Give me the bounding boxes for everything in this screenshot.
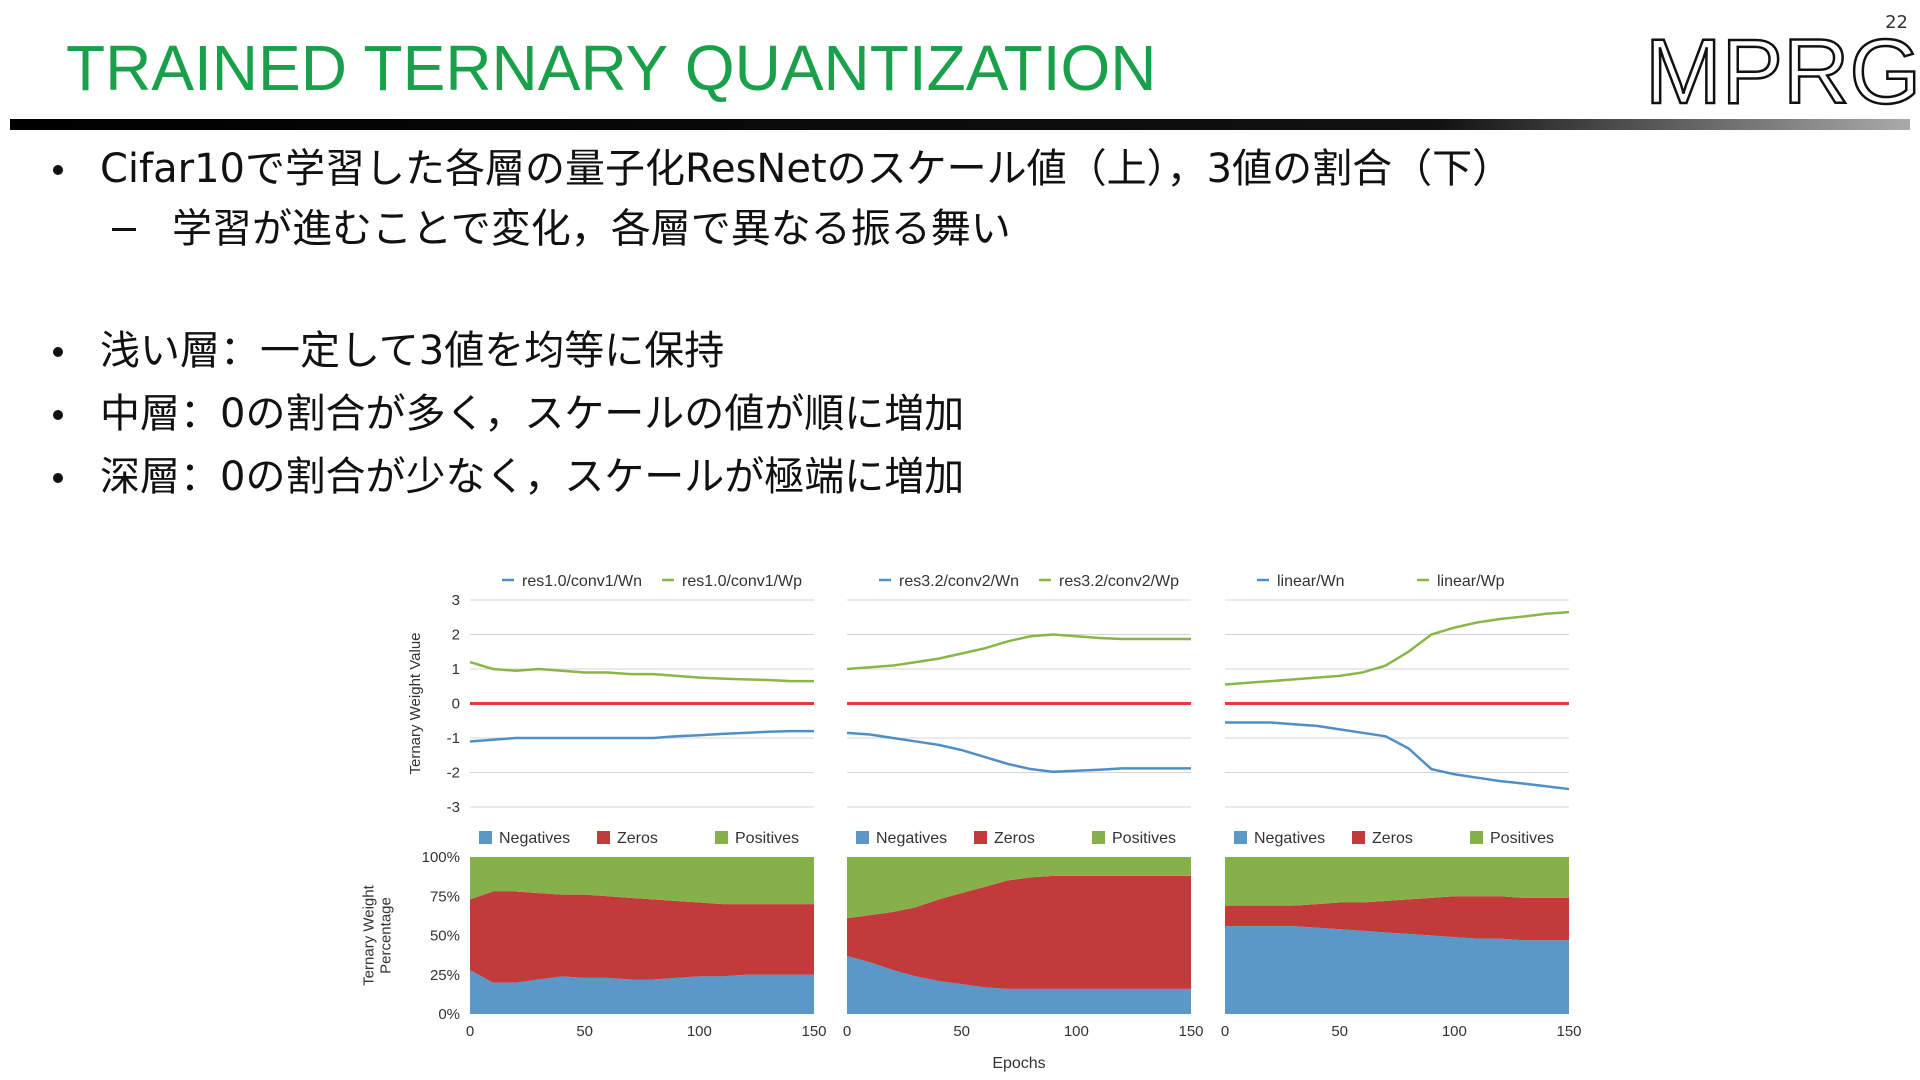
- bullet-list: Cifar10で学習した各層の量子化ResNetのスケール値（上），3値の割合（…: [53, 146, 1512, 500]
- area-series: [470, 970, 814, 1014]
- legend-swatch: [974, 831, 987, 844]
- bullet-text: Cifar10で学習した各層の量子化ResNetのスケール値（上），3値の割合（…: [100, 146, 1512, 192]
- page-number: 22: [1885, 12, 1908, 33]
- legend-label: Zeros: [617, 830, 658, 847]
- x-tick-label: 150: [1556, 1023, 1581, 1040]
- bullet-text: 学習が進むことで変化，各層で異なる振る舞い: [172, 206, 1011, 252]
- x-tick-label: 150: [801, 1023, 826, 1040]
- x-tick-label: 50: [953, 1023, 970, 1040]
- y-tick-label: 1: [452, 661, 460, 678]
- area-series: [847, 955, 1191, 1014]
- legend-swatch: [479, 831, 492, 844]
- line-series: [846, 633, 1191, 671]
- legend-swatch: [597, 831, 610, 844]
- x-tick-label: 0: [1221, 1023, 1229, 1040]
- area-series: [847, 857, 1191, 919]
- y-tick-label: 100%: [422, 849, 460, 866]
- y-tick-label: -3: [447, 799, 460, 816]
- y-axis-label: Percentage: [378, 897, 395, 974]
- legend-label: res1.0/conv1/Wn: [522, 573, 642, 590]
- legend-label: Positives: [735, 830, 799, 847]
- line-series: [469, 660, 814, 683]
- x-tick-label: 100: [1064, 1023, 1089, 1040]
- line-series: [1224, 610, 1570, 686]
- x-tick-label: 100: [1442, 1023, 1467, 1040]
- legend-label: Positives: [1490, 830, 1554, 847]
- legend-label: Zeros: [994, 830, 1035, 847]
- x-tick-label: 100: [687, 1023, 712, 1040]
- x-tick-label: 50: [1331, 1023, 1348, 1040]
- legend-swatch: [1092, 831, 1105, 844]
- legend-swatch: [715, 831, 728, 844]
- bullet-dash: [112, 228, 136, 231]
- y-tick-label: -2: [447, 765, 460, 782]
- legend-label: res1.0/conv1/Wp: [682, 573, 802, 590]
- line-series: [469, 729, 814, 743]
- legend-label: linear/Wp: [1437, 573, 1505, 590]
- bullet-dot: [53, 165, 63, 175]
- y-axis-label: Ternary Weight: [361, 884, 378, 985]
- bullet-text: 中層：0の割合が多く，スケールの値が順に増加: [100, 391, 964, 437]
- x-tick-label: 0: [466, 1023, 474, 1040]
- area-series: [847, 875, 1191, 989]
- legend-label: Negatives: [1254, 830, 1325, 847]
- bullet-dot: [53, 410, 63, 420]
- legend-swatch: [1352, 831, 1365, 844]
- x-tick-label: 0: [843, 1023, 851, 1040]
- line-series: [846, 731, 1191, 774]
- x-tick-label: 150: [1178, 1023, 1203, 1040]
- legend-label: linear/Wn: [1277, 573, 1345, 590]
- area-series: [1225, 926, 1569, 1014]
- y-tick-label: 50%: [430, 928, 460, 945]
- y-tick-label: 0%: [438, 1006, 460, 1023]
- y-tick-label: -1: [447, 730, 460, 747]
- y-tick-label: 2: [452, 627, 460, 644]
- legend-label: Negatives: [499, 830, 570, 847]
- legend-label: Negatives: [876, 830, 947, 847]
- area-series: [470, 891, 814, 983]
- logo: MPRG: [1645, 21, 1920, 123]
- header-rule: [10, 119, 1910, 130]
- x-tick-label: 50: [576, 1023, 593, 1040]
- y-tick-label: 3: [452, 592, 460, 609]
- y-tick-label: 25%: [430, 967, 460, 984]
- legend-label: Zeros: [1372, 830, 1413, 847]
- legend-swatch: [1470, 831, 1483, 844]
- area-series: [1225, 857, 1569, 906]
- legend-label: res3.2/conv2/Wn: [899, 573, 1019, 590]
- y-tick-label: 75%: [430, 888, 460, 905]
- bullet-text: 深層：0の割合が少なく，スケールが極端に増加: [100, 454, 964, 500]
- area-series: [1225, 896, 1569, 941]
- bullet-dot: [53, 347, 63, 357]
- legend-swatch: [856, 831, 869, 844]
- x-axis-label: Epochs: [992, 1055, 1045, 1072]
- charts: -3 -2 -1 0 1 2 3 Ternary Weight Value res1.0/con…: [361, 573, 1582, 1072]
- bullet-dot: [53, 473, 63, 483]
- legend-label: res3.2/conv2/Wp: [1059, 573, 1179, 590]
- legend-swatch: [1234, 831, 1247, 844]
- legend-label: Positives: [1112, 830, 1176, 847]
- y-tick-label: 0: [452, 696, 460, 713]
- line-series: [1225, 721, 1570, 791]
- area-series: [470, 857, 814, 905]
- bullet-text: 浅い層：一定して3値を均等に保持: [100, 328, 724, 374]
- y-axis-label: Ternary Weight Value: [407, 632, 424, 774]
- slide-title: TRAINED TERNARY QUANTIZATION: [66, 32, 1157, 104]
